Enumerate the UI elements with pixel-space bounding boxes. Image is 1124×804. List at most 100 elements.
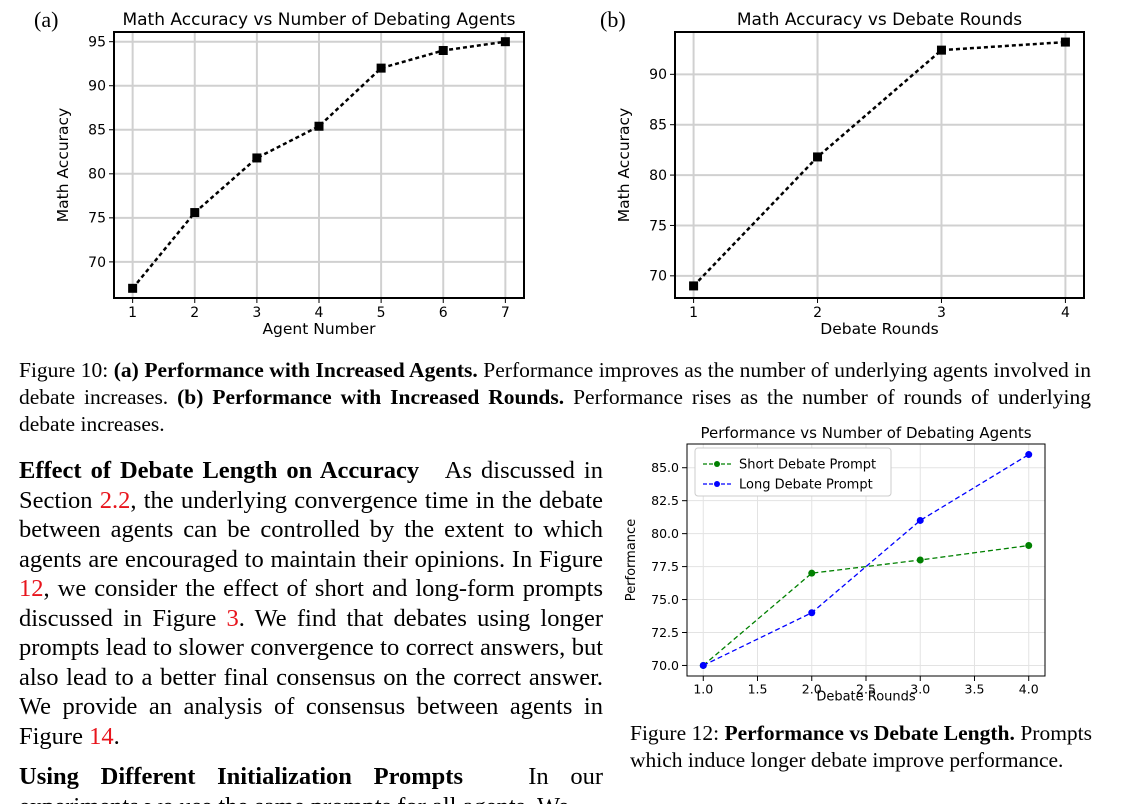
y-tick-label: 90 xyxy=(88,79,106,95)
paragraph-heading-initialization: Using Different Initialization Prompts xyxy=(19,763,464,790)
paragraph-initialization-prompts: Using Different Initialization Prompts I… xyxy=(19,762,603,804)
paragraph-text: . We find that debates using longer prom… xyxy=(19,604,603,750)
data-point xyxy=(808,569,816,577)
chart-title: Math Accuracy vs Number of Debating Agen… xyxy=(122,10,515,30)
y-axis-label: Math Accuracy xyxy=(615,108,633,222)
legend-label: Short Debate Prompt xyxy=(739,458,876,473)
x-tick-label: 7 xyxy=(501,305,510,321)
data-point xyxy=(252,153,262,163)
series-line xyxy=(702,544,1029,666)
x-axis-label: Agent Number xyxy=(262,320,376,338)
y-tick-label: 70 xyxy=(88,255,106,271)
panel-a-letter: (a) xyxy=(34,7,59,32)
plot-frame xyxy=(674,31,1085,299)
figure-12-text: Prompts which induce longer debate impro… xyxy=(630,721,1093,772)
y-tick-label: 80 xyxy=(88,167,106,183)
data-point xyxy=(500,37,510,47)
y-tick-label: 85 xyxy=(88,123,106,139)
data-point xyxy=(936,45,946,55)
x-tick-label: 4 xyxy=(1061,305,1070,321)
y-axis-label: Math Accuracy xyxy=(54,108,72,222)
chart-math-accuracy-vs-agents: 1 2 3 4 5 6 7 70 75 80 85 90 95 Math Accuracy vs Numb… xyxy=(54,10,525,338)
figure-3-ref-link[interactable]: 3 xyxy=(226,604,239,632)
figure-10-panel-b-text: Performance rises as the number of round… xyxy=(19,385,1092,436)
legend-swatch-marker xyxy=(714,481,720,487)
y-axis-label: Performance xyxy=(624,519,639,601)
figure-10-panel-a-title: Performance with Increased Agents. xyxy=(144,358,478,382)
x-tick-label: 5 xyxy=(377,305,386,321)
paragraph-text: In our experiments we use the same promp… xyxy=(19,763,603,804)
figure-10-panel-b-title: Performance with Increased Rounds. xyxy=(212,385,565,409)
section-ref-link[interactable]: 2.2 xyxy=(99,486,131,514)
x-tick-label: 3.0 xyxy=(910,682,930,697)
paragraph-text: As discussed in Section xyxy=(19,457,603,514)
data-point xyxy=(376,63,386,73)
paragraph-text: , the underlying convergence time in the… xyxy=(19,486,603,573)
y-tick-label: 95 xyxy=(88,35,106,51)
x-tick-label: 1.5 xyxy=(748,682,768,697)
series-line xyxy=(702,453,1030,667)
data-point xyxy=(438,45,448,55)
paragraph-text: . xyxy=(113,722,120,750)
legend-label: Long Debate Prompt xyxy=(739,478,873,493)
x-tick-label: 1 xyxy=(128,305,137,321)
data-point xyxy=(190,208,200,218)
x-tick-label: 6 xyxy=(439,305,448,321)
figure-12-title: Performance vs Debate Length. xyxy=(724,721,1015,745)
data-point xyxy=(813,152,823,162)
legend-swatch-marker xyxy=(714,461,720,467)
x-tick-label: 3 xyxy=(252,305,261,321)
figure-12-caption: Figure 12: Performance vs Debate Length.… xyxy=(630,720,1092,774)
x-tick-label: 2 xyxy=(190,305,199,321)
figure-10-panel-a-text: Performance improves as the number of un… xyxy=(19,358,1091,409)
data-point xyxy=(808,609,816,617)
y-tick-label: 70.0 xyxy=(651,658,679,673)
x-tick-label: 3 xyxy=(937,305,946,321)
paragraph-debate-length: Effect of Debate Length on Accuracy As d… xyxy=(19,456,603,751)
data-point xyxy=(1060,37,1070,47)
x-tick-label: 2 xyxy=(813,305,822,321)
data-point xyxy=(314,121,324,131)
chart-title: Math Accuracy vs Debate Rounds xyxy=(737,10,1022,30)
data-point xyxy=(699,661,707,669)
data-point xyxy=(916,556,924,564)
panel-b-letter: (b) xyxy=(600,7,626,32)
data-point xyxy=(689,281,699,291)
data-point xyxy=(1025,542,1033,549)
figure-10-panel-a-letter: (a) xyxy=(113,358,139,382)
x-tick-label: 3.5 xyxy=(965,682,985,697)
y-tick-label: 77.5 xyxy=(651,559,679,574)
paragraph-text: , we consider the effect of short and lo… xyxy=(19,575,603,632)
y-tick-label: 85 xyxy=(649,118,667,134)
x-tick-label: 1.0 xyxy=(693,682,713,697)
chart-math-accuracy-vs-rounds: 1 2 3 4 70 75 80 85 90 Math Accuracy vs Debate Ro… xyxy=(615,10,1085,338)
legend-box xyxy=(694,447,892,497)
y-tick-label: 85.0 xyxy=(651,460,679,475)
figure-10-panel-b-letter: (b) xyxy=(177,385,204,409)
chart-performance-vs-debate-length: 1.0 1.5 2.0 2.5 3.0 3.5 4.0 70.0 72.5 75.0 77.5 80.… xyxy=(624,424,1046,705)
x-axis-label: Debate Rounds xyxy=(820,320,938,338)
figure-10-caption: Figure 10: (a) Performance with Increase… xyxy=(19,357,1091,438)
figure-14-ref-link[interactable]: 14 xyxy=(89,722,114,750)
x-tick-label: 1 xyxy=(689,305,698,321)
x-tick-label: 2.5 xyxy=(856,682,876,697)
y-tick-label: 90 xyxy=(649,67,667,83)
series-line xyxy=(692,40,1066,287)
paragraph-heading-debate-length: Effect of Debate Length on Accuracy xyxy=(19,457,420,484)
y-tick-label: 75 xyxy=(649,218,667,234)
x-tick-label: 4 xyxy=(315,305,324,321)
y-tick-label: 82.5 xyxy=(651,493,679,508)
y-tick-label: 72.5 xyxy=(651,625,679,640)
x-tick-label: 4.0 xyxy=(1019,682,1039,697)
figure-12-ref-link[interactable]: 12 xyxy=(19,575,44,602)
chart-title: Performance vs Number of Debating Agents xyxy=(700,424,1031,442)
y-tick-label: 75.0 xyxy=(651,592,679,607)
data-point xyxy=(1025,451,1033,459)
y-tick-label: 70 xyxy=(649,269,667,285)
y-tick-label: 75 xyxy=(88,211,106,227)
y-tick-label: 80.0 xyxy=(651,526,679,541)
figure-12-label: Figure 12: xyxy=(630,721,720,745)
x-axis-label: Debate Rounds xyxy=(816,690,916,705)
data-point xyxy=(916,516,924,524)
data-point xyxy=(128,283,138,293)
